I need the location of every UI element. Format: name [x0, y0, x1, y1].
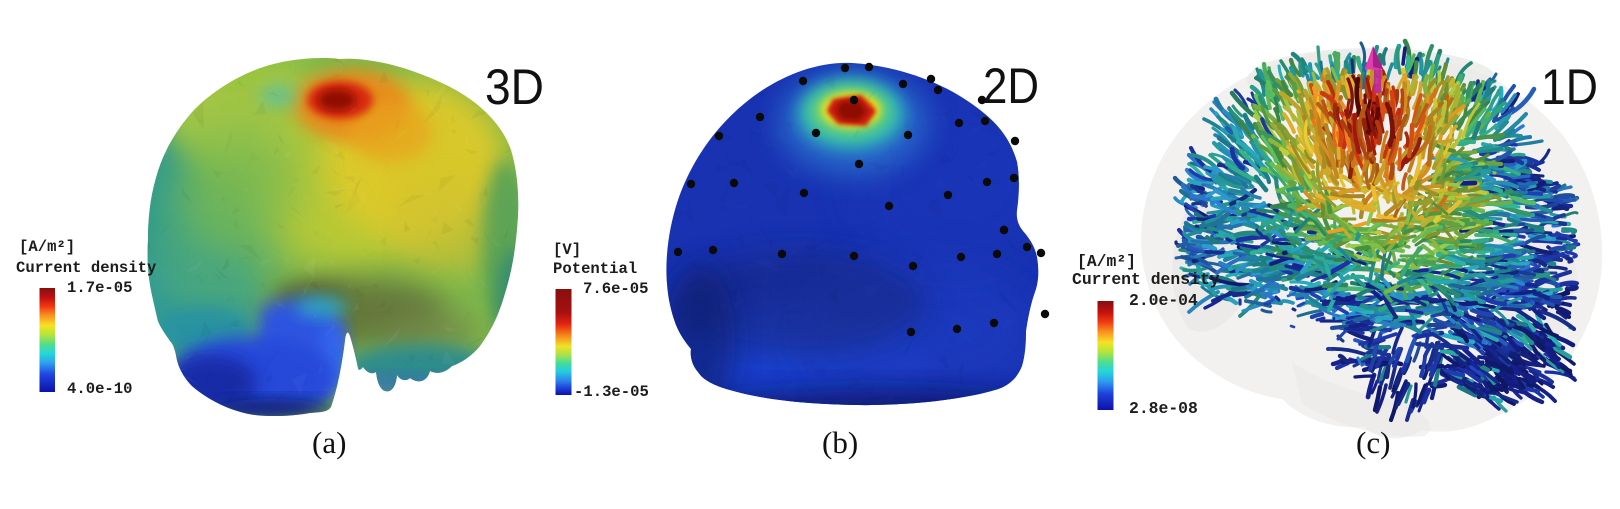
svg-text:2.0e-04: 2.0e-04	[1129, 291, 1198, 310]
svg-text:[A/m²]: [A/m²]	[19, 238, 75, 256]
svg-text:2.8e-08: 2.8e-08	[1129, 399, 1198, 418]
svg-text:1.7e-05: 1.7e-05	[67, 279, 133, 297]
svg-text:3D: 3D	[485, 59, 544, 115]
svg-text:[V]: [V]	[553, 241, 581, 259]
svg-text:(a): (a)	[312, 425, 346, 460]
svg-text:1D: 1D	[1541, 59, 1598, 115]
svg-text:7.6e-05: 7.6e-05	[583, 280, 649, 298]
svg-text:(c): (c)	[1356, 425, 1390, 460]
svg-text:[A/m²]: [A/m²]	[1077, 252, 1136, 271]
svg-text:Potential: Potential	[553, 260, 637, 278]
svg-text:4.0e-10: 4.0e-10	[67, 380, 133, 398]
svg-text:2D: 2D	[983, 58, 1039, 114]
svg-text:-1.3e-05: -1.3e-05	[574, 383, 649, 401]
svg-text:Current density: Current density	[1072, 270, 1220, 289]
svg-text:(b): (b)	[822, 425, 858, 460]
svg-text:Current density: Current density	[16, 259, 157, 277]
